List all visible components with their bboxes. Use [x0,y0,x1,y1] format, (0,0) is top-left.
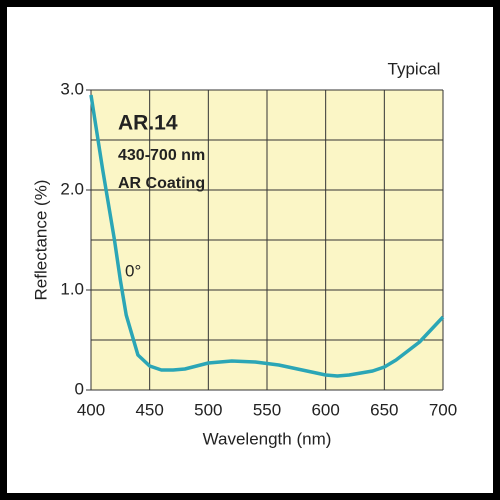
x-tick-label: 400 [77,400,105,419]
x-tick-label: 450 [135,400,163,419]
note: Typical [388,59,441,78]
x-tick-label: 600 [311,400,339,419]
x-tick-label: 650 [370,400,398,419]
y-tick-label: 1.0 [60,279,84,298]
y-tick-label: 3.0 [60,79,84,98]
data-line [89,94,445,378]
x-tick-label: 550 [253,400,281,419]
y-tick-label: 0 [75,379,84,398]
x-tick-label: 700 [429,400,457,419]
description: AR Coating [118,175,205,192]
x-tick-label: 500 [194,400,222,419]
y-tick-label: 2.0 [60,179,84,198]
annotation: 0° [125,261,141,280]
x-axis-title: Wavelength (nm) [203,429,332,448]
chart-subtitle: 430-700 nm [118,147,205,164]
chart-title: AR.14 [118,112,178,135]
y-axis-title: Reflectance (%) [31,180,50,301]
